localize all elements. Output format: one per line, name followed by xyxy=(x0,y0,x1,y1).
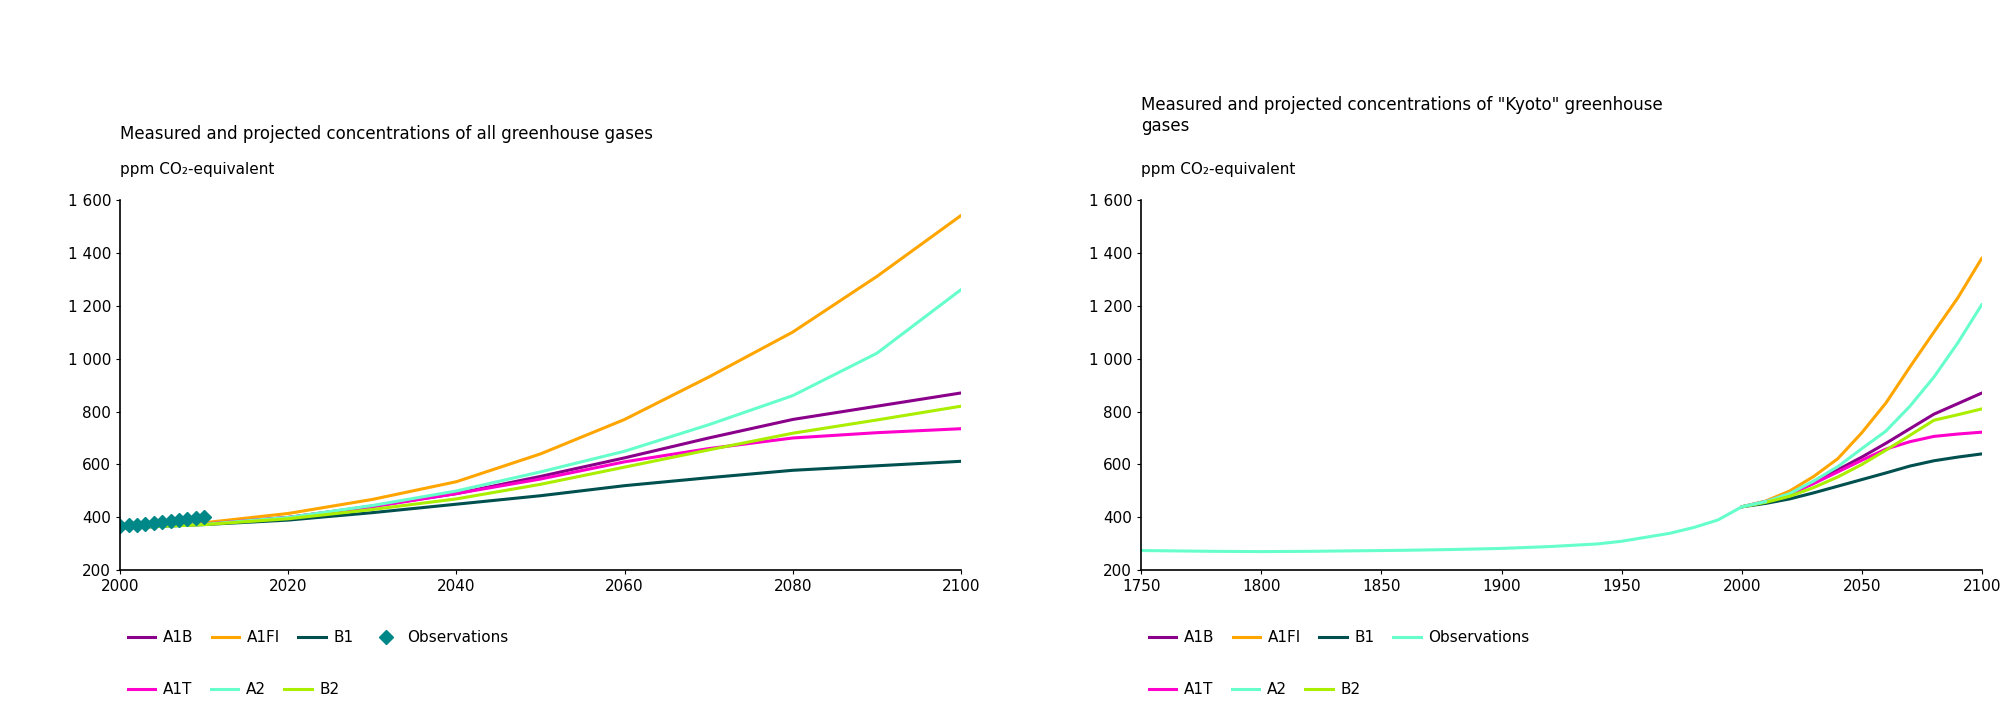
Text: ppm CO₂-equivalent: ppm CO₂-equivalent xyxy=(1141,163,1295,178)
Legend: A1T, A2, B2: A1T, A2, B2 xyxy=(1149,682,1361,697)
Text: Measured and projected concentrations of "Kyoto" greenhouse
gases: Measured and projected concentrations of… xyxy=(1141,96,1664,135)
Text: ppm CO₂-equivalent: ppm CO₂-equivalent xyxy=(120,163,274,178)
Legend: A1T, A2, B2: A1T, A2, B2 xyxy=(128,682,340,697)
Text: Measured and projected concentrations of all greenhouse gases: Measured and projected concentrations of… xyxy=(120,125,653,143)
